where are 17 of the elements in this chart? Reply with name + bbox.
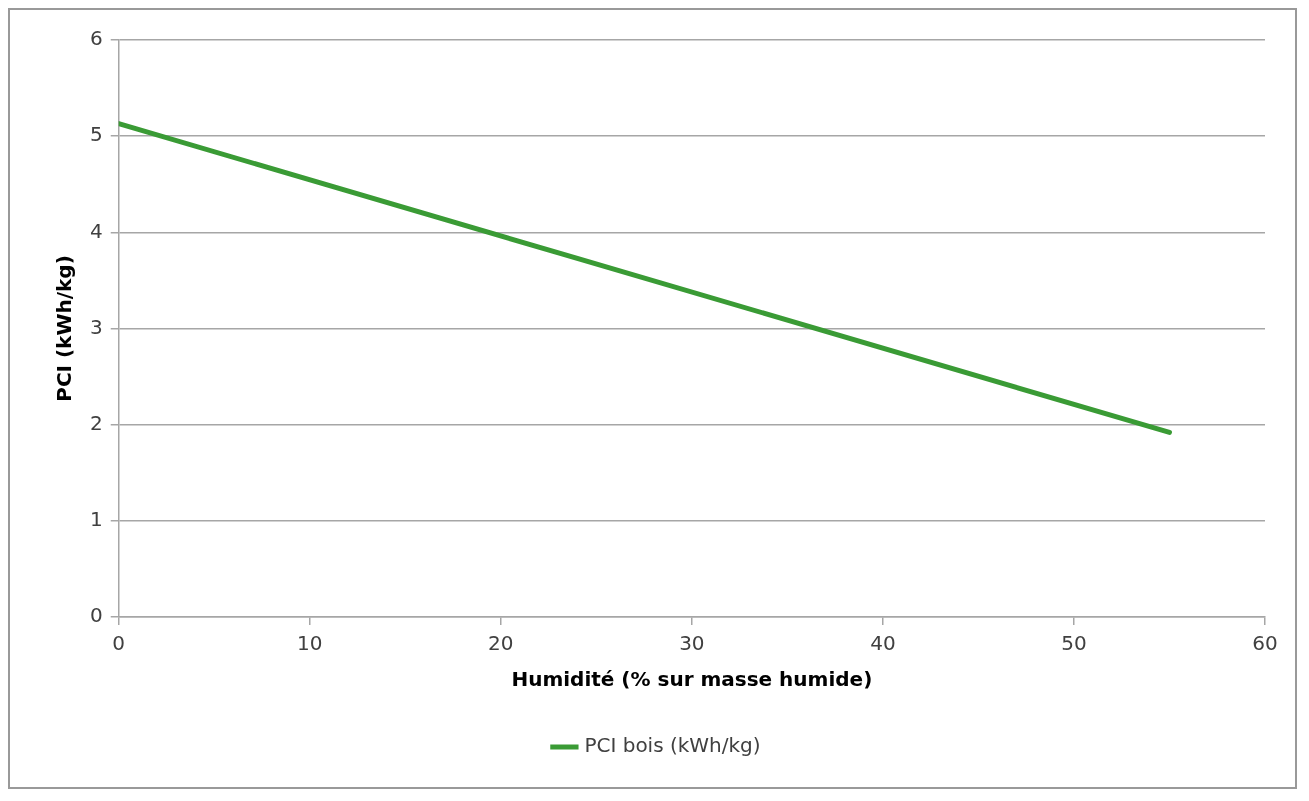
x-tick-label: 20	[488, 631, 514, 656]
x-tick-label: 60	[1252, 631, 1278, 656]
y-tick-label: 4	[89, 218, 103, 243]
legend-label: PCI bois (kWh/kg)	[584, 733, 761, 758]
y-tick-label: 0	[89, 603, 103, 628]
y-tick-label: 3	[89, 314, 103, 339]
y-tick-label: 5	[89, 122, 103, 147]
x-tick-label: 10	[297, 631, 323, 656]
y-tick-label: 1	[89, 507, 103, 532]
x-tick-label: 40	[870, 631, 896, 656]
x-tick-label: 50	[1061, 631, 1087, 656]
y-tick-label: 6	[89, 26, 103, 51]
x-tick-label: 30	[679, 631, 705, 656]
y-axis-title: PCI (kWh/kg)	[52, 255, 77, 402]
y-tick-label: 2	[89, 410, 103, 435]
x-tick-label: 0	[112, 631, 126, 656]
x-axis-title: Humidité (% sur masse humide)	[511, 667, 873, 692]
